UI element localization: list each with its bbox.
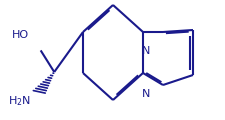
Text: N: N — [141, 46, 149, 56]
Text: H$_2$N: H$_2$N — [8, 95, 31, 108]
Text: N: N — [141, 89, 149, 99]
Text: HO: HO — [12, 30, 29, 40]
